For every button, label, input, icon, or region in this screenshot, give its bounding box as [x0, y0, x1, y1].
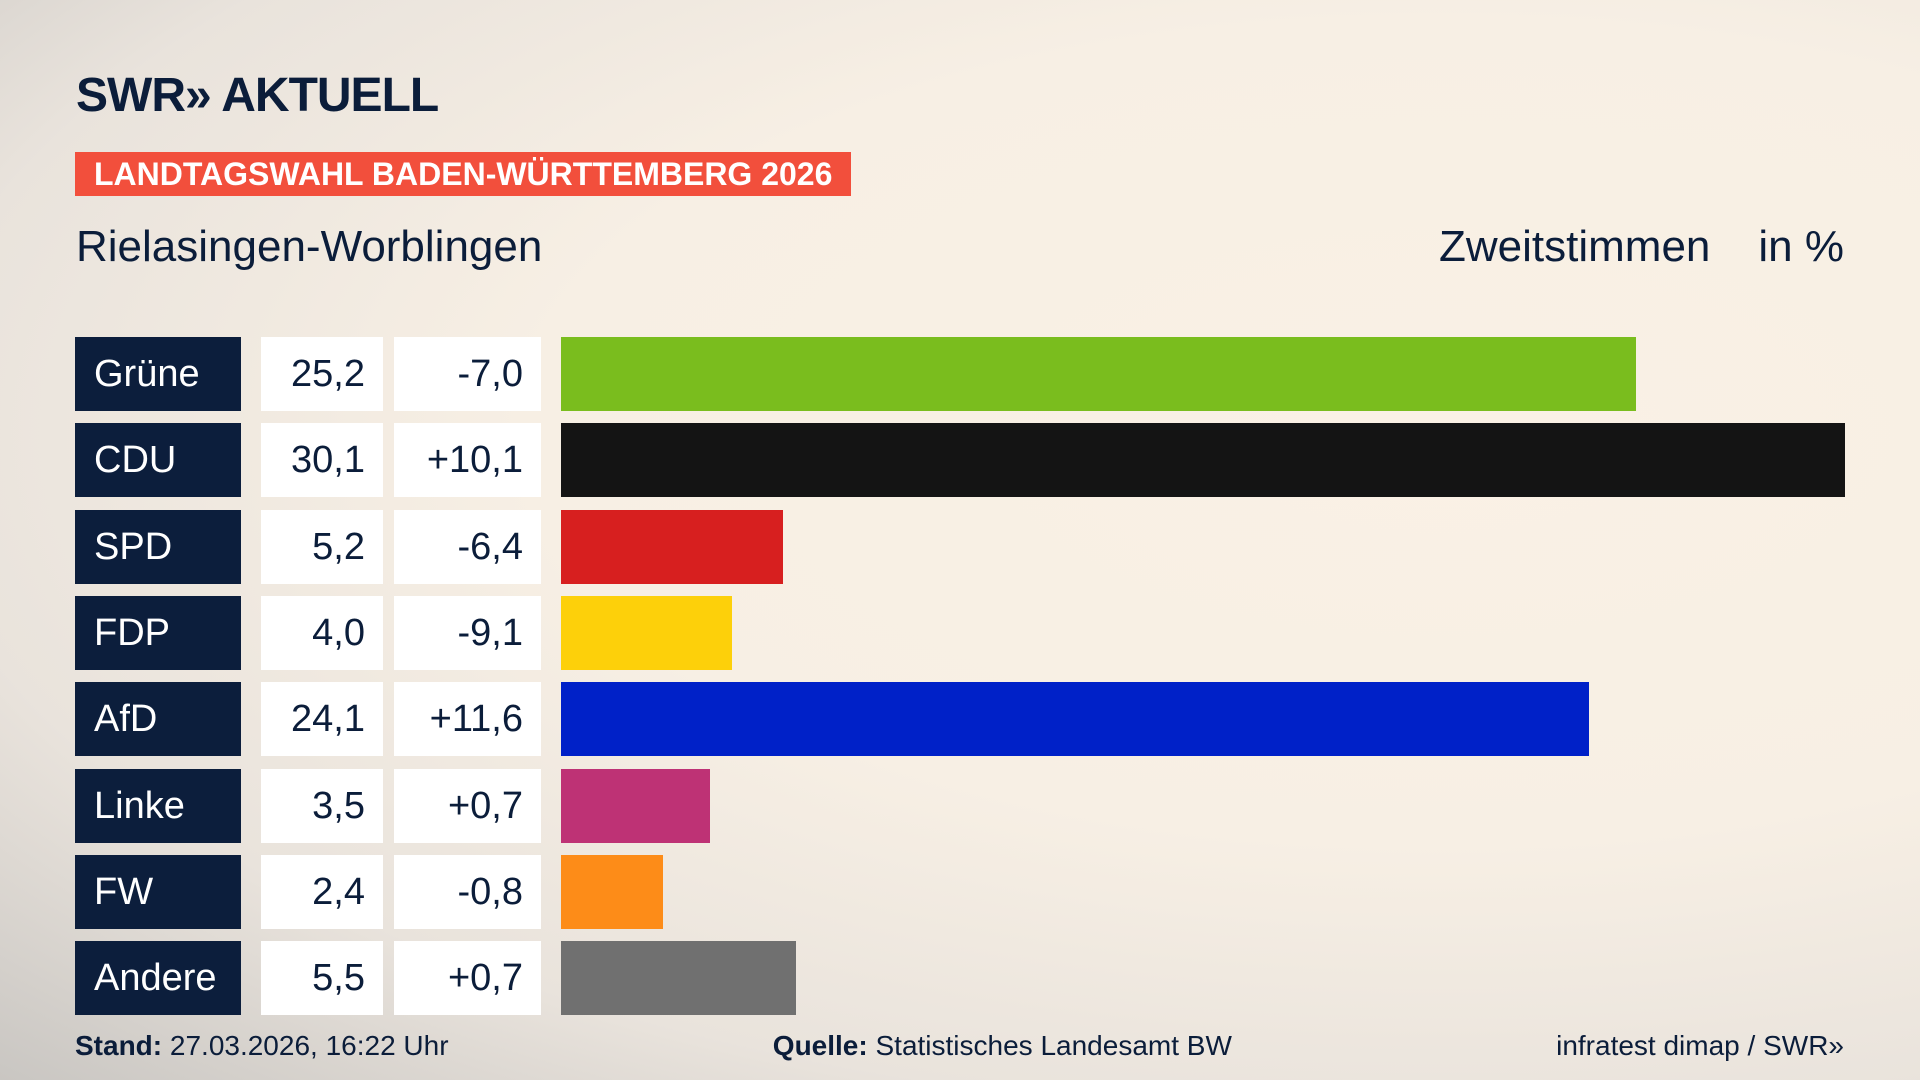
value-label: 30,1 [261, 423, 383, 498]
source-label: Quelle: [772, 1030, 868, 1061]
bar-afd [561, 682, 1590, 757]
bar-andere [561, 941, 796, 1016]
party-row: FDP 4,0 -9,1 [0, 595, 1920, 670]
party-label: SPD [75, 509, 241, 584]
change-label: +0,7 [394, 941, 541, 1016]
value-label: 25,2 [261, 337, 383, 411]
party-row: SPD 5,2 -6,4 [0, 509, 1920, 584]
source-value: Statistisches Landesamt BW [875, 1030, 1232, 1061]
party-label: FW [75, 854, 241, 929]
bar-fdp [561, 595, 732, 670]
vote-type-label: Zweitstimmen [1439, 222, 1711, 271]
bar-linke [561, 768, 711, 843]
party-label: Linke [75, 768, 241, 843]
value-label: 24,1 [261, 682, 383, 757]
source-info: Quelle: Statistisches Landesamt BW [773, 1030, 1232, 1066]
subtitle-row: Rielasingen-Worblingen Zweitstimmen in % [76, 222, 1844, 278]
change-label: -0,8 [394, 854, 541, 929]
party-label: Grüne [75, 337, 241, 411]
swr-aktuell-logo: SWR» AKTUELL [76, 69, 439, 122]
footer: Stand: 27.03.2026, 16:22 Uhr Quelle: Sta… [75, 1030, 1844, 1066]
unit-label: in % [1758, 222, 1844, 271]
party-row: CDU 30,1 +10,1 [0, 423, 1920, 498]
change-label: +0,7 [394, 768, 541, 843]
party-row: Linke 3,5 +0,7 [0, 768, 1920, 843]
value-label: 4,0 [261, 595, 383, 670]
stand-value: 27.03.2026, 16:22 Uhr [169, 1030, 449, 1061]
credit: infratest dimap / SWR» [1556, 1030, 1844, 1061]
change-label: -9,1 [394, 595, 541, 670]
party-label: FDP [75, 595, 241, 670]
election-banner: LANDTAGSWAHL BADEN-WÜRTTEMBERG 2026 [75, 152, 852, 196]
party-label: AfD [75, 682, 241, 757]
bar-fw [561, 854, 664, 929]
party-label: CDU [75, 423, 241, 498]
change-label: +10,1 [394, 423, 541, 498]
stand-label: Stand: [75, 1030, 163, 1061]
party-row: FW 2,4 -0,8 [0, 854, 1920, 929]
bar-grüne [561, 337, 1636, 411]
change-label: +11,6 [394, 682, 541, 757]
party-row: Andere 5,5 +0,7 [0, 941, 1920, 1016]
value-label: 5,2 [261, 509, 383, 584]
bar-cdu [561, 423, 1845, 498]
value-label: 3,5 [261, 768, 383, 843]
value-label: 2,4 [261, 854, 383, 929]
value-label: 5,5 [261, 941, 383, 1016]
bar-spd [561, 509, 783, 584]
change-label: -7,0 [394, 337, 541, 411]
party-label: Andere [75, 941, 241, 1016]
stand-info: Stand: 27.03.2026, 16:22 Uhr [75, 1030, 449, 1066]
party-row: AfD 24,1 +11,6 [0, 682, 1920, 757]
place-title: Rielasingen-Worblingen [76, 222, 543, 271]
party-row: Grüne 25,2 -7,0 [0, 337, 1920, 411]
change-label: -6,4 [394, 509, 541, 584]
